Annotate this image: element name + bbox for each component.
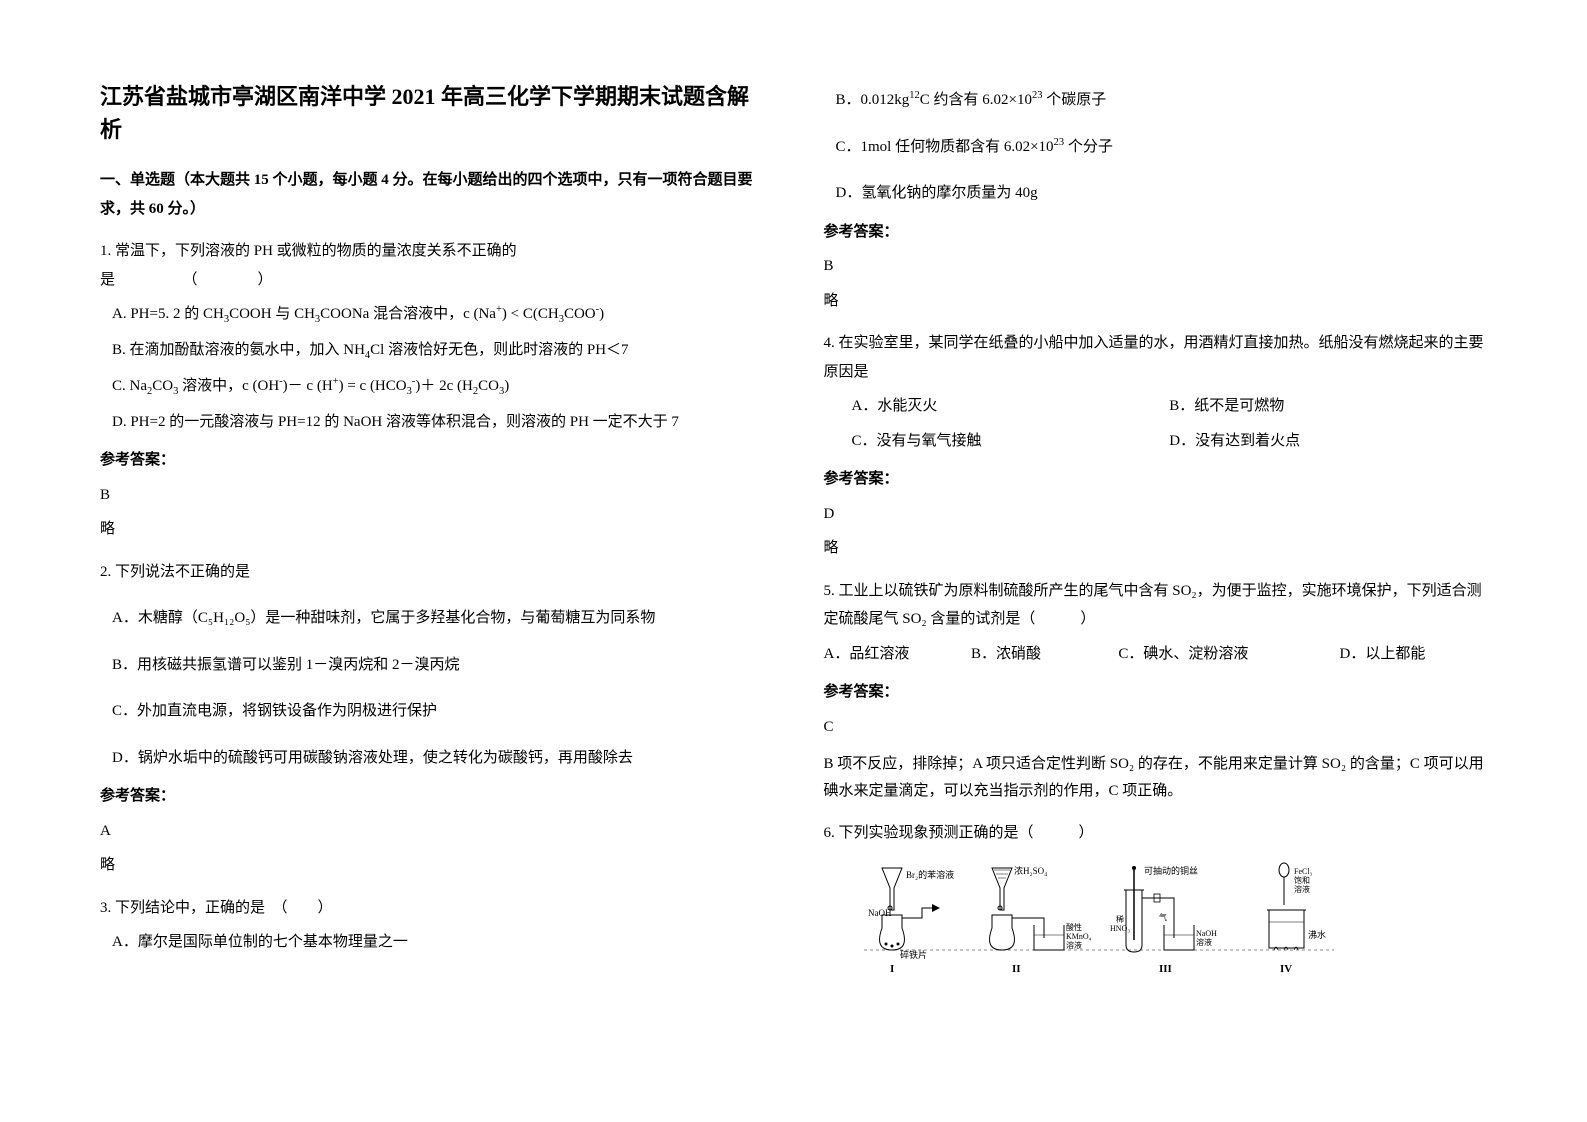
- q1-option-d: D. PH=2 的一元酸溶液与 PH=12 的 NaOH 溶液等体积混合，则溶液…: [112, 408, 764, 437]
- q4-option-c: C．没有与氧气接触: [852, 427, 1170, 456]
- label-fecl3-1: FeCl₃: [1294, 867, 1313, 876]
- q3-option-d: D．氢氧化钠的摩尔质量为 40g: [836, 179, 1488, 208]
- q2-answer-label: 参考答案：: [100, 782, 764, 811]
- q1-option-a: A. PH=5. 2 的 CH3COOH 与 CH3COONa 混合溶液中，c …: [112, 300, 764, 330]
- label-fecl3-2: 饱和: [1294, 875, 1310, 885]
- label-naoh2-2: 溶液: [1196, 937, 1212, 947]
- question-4: 4. 在实验室里，某同学在纸叠的小船中加入适量的水，用酒精灯直接加热。纸船没有燃…: [824, 329, 1488, 386]
- q2-option-c: C．外加直流电源，将钢铁设备作为阴极进行保护: [112, 697, 764, 726]
- q3-answer-label: 参考答案：: [824, 218, 1488, 247]
- label-roman-1: I: [890, 963, 894, 975]
- question-1: 1. 常温下，下列溶液的 PH 或微粒的物质的量浓度关系不正确的 是 （ ）: [100, 237, 764, 294]
- exam-title: 江苏省盐城市亭湖区南洋中学 2021 年高三化学下学期期末试题含解析: [100, 80, 764, 146]
- q3-option-b: B．0.012kg12C 约含有 6.02×1023 个碳原子: [836, 86, 1488, 115]
- label-hno3-2: HNO₃: [1110, 924, 1130, 933]
- q4-answer-label: 参考答案：: [824, 465, 1488, 494]
- label-br2: Br₂的苯溶液: [906, 869, 954, 880]
- q2-answer: A: [100, 817, 764, 846]
- label-qi: 气: [1159, 912, 1167, 922]
- label-naoh-1: NaOH: [868, 908, 892, 918]
- right-column: B．0.012kg12C 约含有 6.02×1023 个碳原子 C．1mol 任…: [824, 80, 1488, 980]
- q1-answer-label: 参考答案：: [100, 446, 764, 475]
- q1-note: 略: [100, 515, 764, 544]
- q5-options-row: A．品红溶液 B．浓硝酸 C．碘水、淀粉溶液 D．以上都能: [824, 640, 1488, 669]
- q1-stem-2: 是 （ ）: [100, 266, 764, 295]
- q3-option-a: A．摩尔是国际单位制的七个基本物理量之一: [112, 928, 764, 957]
- question-2: 2. 下列说法不正确的是: [100, 558, 764, 587]
- q5-answer-label: 参考答案：: [824, 678, 1488, 707]
- diagram-svg: Br₂的苯溶液 NaOH 碎铁片 I: [864, 860, 1334, 980]
- q2-option-d: D．锅炉水垢中的硫酸钙可用碳酸钠溶液处理，使之转化为碳酸钙，再用酸除去: [112, 744, 764, 773]
- q3-answer: B: [824, 252, 1488, 281]
- section-1-header: 一、单选题（本大题共 15 个小题，每小题 4 分。在每小题给出的四个选项中，只…: [100, 166, 764, 223]
- experiment-diagram: Br₂的苯溶液 NaOH 碎铁片 I: [864, 860, 1488, 980]
- label-fecl3-3: 溶液: [1294, 884, 1310, 894]
- q4-row-2: C．没有与氧气接触 D．没有达到着火点: [852, 427, 1488, 456]
- q4-option-d: D．没有达到着火点: [1169, 427, 1487, 456]
- label-water: 沸水: [1308, 929, 1326, 940]
- q4-answer: D: [824, 500, 1488, 529]
- q1-option-c: C. Na2CO3 溶液中，c (OH-)－ c (H+) = c (HCO3-…: [112, 372, 764, 402]
- q5-option-d: D．以上都能: [1340, 640, 1487, 669]
- question-5: 5. 工业上以硫铁矿为原料制硫酸所产生的尾气中含有 SO₂，为便于监控，实施环境…: [824, 577, 1488, 634]
- experiment-1: Br₂的苯溶液 NaOH 碎铁片 I: [868, 868, 954, 975]
- q5-answer: C: [824, 713, 1488, 742]
- question-3: 3. 下列结论中，正确的是 （ ）: [100, 894, 764, 923]
- q5-option-b: B．浓硝酸: [971, 640, 1118, 669]
- label-copper: 可抽动的铜丝: [1144, 865, 1198, 876]
- label-roman-3: III: [1159, 963, 1172, 975]
- question-6: 6. 下列实验现象预测正确的是（ ）: [824, 819, 1488, 848]
- q4-option-b: B．纸不是可燃物: [1169, 392, 1487, 421]
- label-roman-4: IV: [1280, 963, 1292, 975]
- q2-option-a: A．木糖醇（C₅H₁₂O₅）是一种甜味剂，它属于多羟基化合物，与葡萄糖互为同系物: [112, 604, 764, 633]
- label-iron: 碎铁片: [900, 949, 927, 960]
- experiment-4: FeCl₃ 饱和 溶液 沸水 IV: [1267, 863, 1326, 975]
- q1-stem: 1. 常温下，下列溶液的 PH 或微粒的物质的量浓度关系不正确的: [100, 237, 764, 266]
- left-column: 江苏省盐城市亭湖区南洋中学 2021 年高三化学下学期期末试题含解析 一、单选题…: [100, 80, 764, 980]
- experiment-3: 可抽动的铜丝 稀 HNO₃ 气 NaOH 溶液 III: [1110, 865, 1217, 975]
- label-kmno4-1: 酸性: [1066, 922, 1082, 932]
- experiment-2: 浓H₂SO₄ 酸性 KMnO₄ 溶液 II: [989, 866, 1091, 975]
- q2-option-b: B．用核磁共振氢谱可以鉴别 1－溴丙烷和 2－溴丙烷: [112, 651, 764, 680]
- q4-option-a: A．水能灭火: [852, 392, 1170, 421]
- q1-answer: B: [100, 481, 764, 510]
- q4-note: 略: [824, 534, 1488, 563]
- q4-row-1: A．水能灭火 B．纸不是可燃物: [852, 392, 1488, 421]
- label-roman-2: II: [1012, 963, 1021, 975]
- label-kmno4-3: 溶液: [1066, 940, 1082, 950]
- q5-explanation: B 项不反应，排除掉；A 项只适合定性判断 SO₂ 的存在，不能用来定量计算 S…: [824, 751, 1488, 805]
- q5-option-a: A．品红溶液: [824, 640, 971, 669]
- q1-option-b: B. 在滴加酚酞溶液的氨水中，加入 NH4Cl 溶液恰好无色，则此时溶液的 PH…: [112, 336, 764, 366]
- label-hno3-1: 稀: [1116, 914, 1124, 924]
- label-h2so4: 浓H₂SO₄: [1014, 866, 1047, 876]
- q3-option-c: C．1mol 任何物质都含有 6.02×1023 个分子: [836, 133, 1488, 162]
- label-naoh2-1: NaOH: [1196, 929, 1217, 938]
- label-kmno4-2: KMnO₄: [1066, 932, 1092, 941]
- q3-note: 略: [824, 287, 1488, 316]
- q2-note: 略: [100, 851, 764, 880]
- q5-option-c: C．碘水、淀粉溶液: [1118, 640, 1339, 669]
